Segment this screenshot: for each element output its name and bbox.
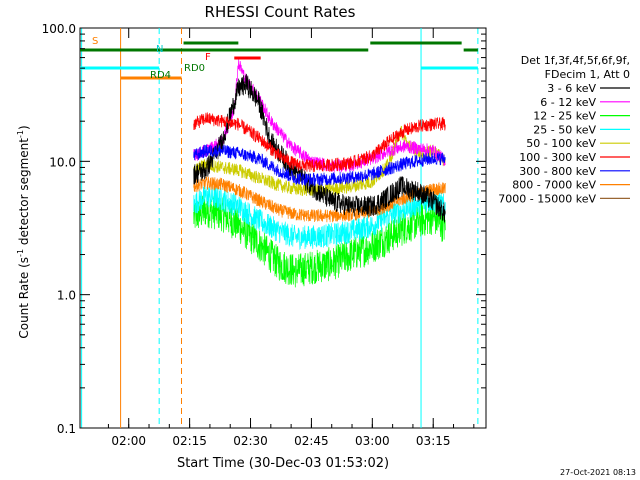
series-line-3-6-kev bbox=[193, 73, 446, 223]
x-axis: 02:00 02:15 02:30 02:45 03:00 03:15 bbox=[107, 28, 475, 448]
y-tick-label-10-0: 10.0 bbox=[49, 155, 76, 169]
y-tick-label-1-0: 1.0 bbox=[57, 289, 76, 303]
plot-area bbox=[79, 27, 487, 429]
legend-label-3-6-kev: 3 - 6 keV bbox=[547, 82, 596, 95]
legend-label-800-7000-kev: 800 - 7000 keV bbox=[512, 179, 596, 192]
flag-label-s: S bbox=[92, 36, 98, 47]
legend-label-50-100-kev: 50 - 100 keV bbox=[526, 137, 596, 150]
y-axis-label: Count Rate (s-1 detector segment-1) bbox=[16, 125, 31, 338]
x-tick-label-02-00: 02:00 bbox=[111, 434, 146, 448]
series-line-800-7000-kev bbox=[193, 176, 446, 223]
y-axis-label-end: ) bbox=[17, 125, 31, 130]
legend-label-6-12-kev: 6 - 12 keV bbox=[540, 96, 596, 109]
date-stamp: 27-Oct-2021 08:13 bbox=[560, 468, 636, 477]
legend-label-7000-15000-kev: 7000 - 15000 keV bbox=[498, 192, 596, 205]
flag-label-f: F bbox=[205, 52, 211, 63]
legend-label-25-50-kev: 25 - 50 keV bbox=[533, 123, 596, 136]
flag-bars: S N RD0 RD4 F bbox=[80, 36, 478, 81]
legend-label-100-300-kev: 100 - 300 keV bbox=[519, 151, 596, 164]
legend-label-12-25-kev: 12 - 25 keV bbox=[533, 110, 596, 123]
series-group bbox=[193, 59, 446, 288]
y-axis-label-main: Count Rate (s bbox=[17, 257, 31, 339]
plot-frame bbox=[79, 27, 487, 429]
y-tick-label-0-1: 0.1 bbox=[57, 422, 76, 436]
series-line-12-25-kev bbox=[193, 195, 446, 288]
y-axis-label-exp1: -1 bbox=[16, 249, 25, 257]
y-tick-label-100-0: 100.0 bbox=[42, 22, 76, 36]
x-tick-label-02-30: 02:30 bbox=[233, 434, 268, 448]
x-tick-label-02-45: 02:45 bbox=[294, 434, 329, 448]
legend-header-line2: FDecim 1, Att 0 bbox=[545, 68, 630, 81]
x-tick-label-03-15: 03:15 bbox=[416, 434, 451, 448]
series-line-300-800-kev bbox=[193, 144, 446, 187]
flag-label-n: N bbox=[156, 44, 163, 55]
series-line-25-50-kev bbox=[193, 184, 446, 251]
x-tick-label-03-00: 03:00 bbox=[355, 434, 390, 448]
flag-label-rd0: RD0 bbox=[184, 63, 205, 74]
legend: Det 1f,3f,4f,5f,6f,9f, FDecim 1, Att 0 3… bbox=[498, 54, 630, 205]
legend-header-line1: Det 1f,3f,4f,5f,6f,9f, bbox=[521, 54, 630, 67]
chart-title: RHESSI Count Rates bbox=[205, 3, 356, 21]
y-axis-label-exp2: -1 bbox=[16, 130, 25, 138]
x-axis-label: Start Time (30-Dec-03 01:53:02) bbox=[177, 456, 389, 471]
y-axis-label-mid: detector segment bbox=[17, 138, 31, 249]
flag-label-rd4: RD4 bbox=[150, 70, 171, 81]
series-line-100-300-kev bbox=[193, 112, 446, 173]
y-axis: 0.1 1.0 10.0 100.0 bbox=[42, 22, 486, 436]
legend-label-300-800-kev: 300 - 800 keV bbox=[519, 165, 596, 178]
x-tick-label-02-15: 02:15 bbox=[172, 434, 207, 448]
